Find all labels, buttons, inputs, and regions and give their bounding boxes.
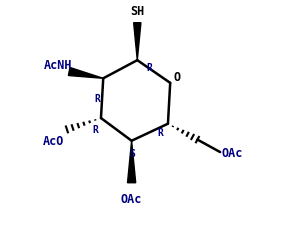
- Text: OAc: OAc: [121, 193, 142, 206]
- Text: R: R: [146, 63, 152, 73]
- Text: S: S: [129, 149, 135, 159]
- Text: SH: SH: [130, 5, 145, 18]
- Text: AcNH: AcNH: [44, 59, 72, 72]
- Text: R: R: [158, 128, 164, 138]
- Polygon shape: [134, 23, 141, 60]
- Text: AcO: AcO: [42, 135, 64, 148]
- Text: R: R: [93, 125, 99, 135]
- Polygon shape: [127, 141, 136, 183]
- Text: R: R: [95, 94, 101, 104]
- Polygon shape: [68, 67, 103, 78]
- Text: OAc: OAc: [222, 147, 243, 160]
- Text: O: O: [173, 71, 181, 84]
